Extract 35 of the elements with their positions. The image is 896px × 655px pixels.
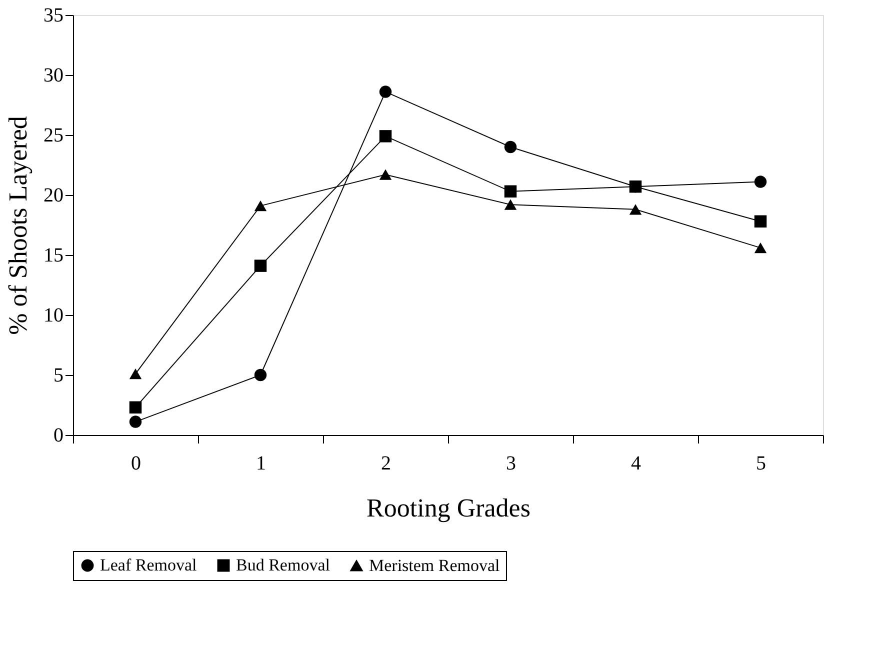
point — [504, 185, 517, 198]
point — [129, 401, 142, 414]
point — [504, 140, 517, 154]
y-tick-label: 15 — [44, 244, 64, 266]
point — [129, 416, 142, 428]
point — [754, 215, 767, 228]
point — [129, 368, 142, 380]
x-tick-label: 0 — [131, 452, 141, 474]
point — [629, 204, 642, 215]
point — [379, 169, 392, 180]
point — [504, 199, 517, 210]
x-tick-label: 1 — [256, 452, 266, 474]
y-axis-title: % of Shoots Layered — [4, 116, 32, 335]
point — [754, 242, 767, 254]
point — [379, 130, 392, 142]
y-tick-label: 0 — [54, 424, 64, 446]
legend-label: Leaf Removal — [100, 556, 198, 575]
point — [254, 200, 267, 212]
point — [379, 86, 392, 98]
legend-label: Meristem Removal — [369, 556, 500, 575]
x-axis-title: Rooting Grades — [366, 494, 530, 522]
point — [254, 260, 267, 272]
point — [754, 176, 767, 188]
x-tick-label: 5 — [756, 452, 766, 474]
y-tick-label: 30 — [44, 64, 64, 86]
y-tick-label: 10 — [44, 304, 64, 326]
point — [254, 368, 267, 382]
y-tick-label: 35 — [44, 4, 64, 26]
y-tick-label: 20 — [44, 184, 64, 206]
x-tick-label: 4 — [631, 452, 641, 474]
x-tick-label: 3 — [506, 452, 516, 474]
y-tick-label: 25 — [44, 124, 64, 146]
legend-label: Bud Removal — [236, 556, 330, 575]
x-tick-label: 2 — [381, 452, 391, 474]
y-tick-label: 5 — [54, 364, 64, 386]
